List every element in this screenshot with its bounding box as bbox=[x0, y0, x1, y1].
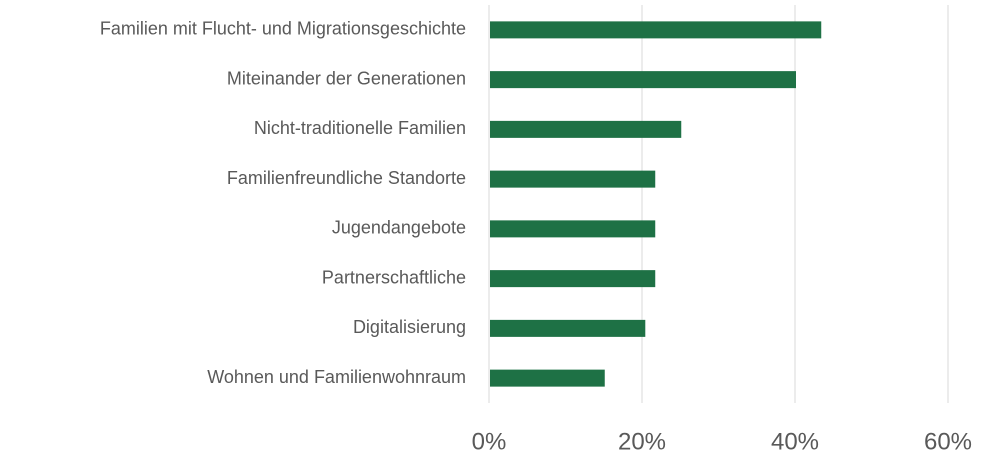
bar bbox=[490, 170, 656, 188]
y-tick-label: Partnerschaftliche bbox=[322, 267, 466, 287]
bar bbox=[490, 319, 646, 337]
y-tick-label: Digitalisierung bbox=[353, 317, 466, 337]
y-tick-label: Jugendangebote bbox=[332, 218, 466, 238]
y-tick-label: Familienfreundliche Standorte bbox=[227, 168, 466, 188]
bar bbox=[490, 220, 656, 238]
x-tick-label: 20% bbox=[618, 428, 666, 455]
x-tick-label: 60% bbox=[924, 428, 972, 455]
x-tick-label: 40% bbox=[771, 428, 819, 455]
bar bbox=[490, 270, 656, 288]
bar bbox=[490, 120, 682, 138]
y-tick-label: Nicht-traditionelle Familien bbox=[254, 118, 466, 138]
x-tick-label: 0% bbox=[472, 428, 507, 455]
bar bbox=[490, 369, 605, 387]
bar bbox=[490, 71, 796, 89]
y-tick-label: Miteinander der Generationen bbox=[227, 68, 466, 88]
bar bbox=[490, 21, 822, 39]
y-tick-label: Familien mit Flucht- und Migrationsgesch… bbox=[100, 19, 466, 39]
y-tick-label: Wohnen und Familienwohnraum bbox=[207, 367, 466, 387]
